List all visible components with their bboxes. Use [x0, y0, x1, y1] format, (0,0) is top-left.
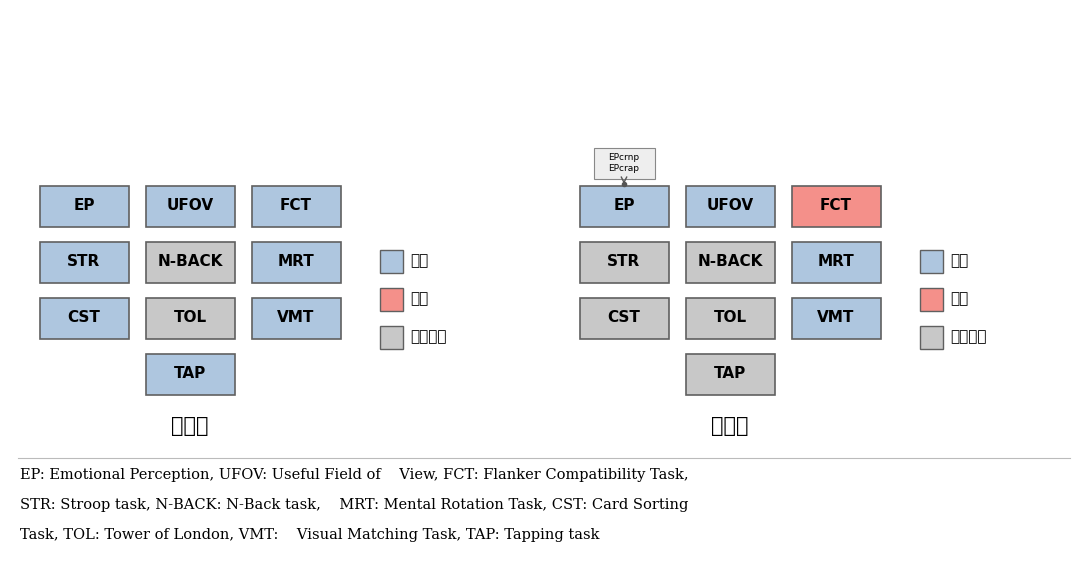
Text: EP: EP [73, 199, 95, 214]
Text: 증가: 증가 [950, 291, 968, 306]
Text: EP: Emotional Perception, UFOV: Useful Field of    View, FCT: Flanker Compatibil: EP: Emotional Perception, UFOV: Useful F… [20, 468, 689, 482]
Text: TAP: TAP [714, 366, 746, 381]
FancyBboxPatch shape [380, 249, 403, 272]
FancyBboxPatch shape [919, 287, 942, 310]
Text: UFOV: UFOV [166, 199, 213, 214]
FancyBboxPatch shape [146, 185, 235, 226]
FancyBboxPatch shape [685, 241, 775, 282]
FancyBboxPatch shape [380, 325, 403, 348]
FancyBboxPatch shape [685, 297, 775, 339]
Text: MRT: MRT [817, 255, 854, 270]
Text: STR: STR [67, 255, 100, 270]
Text: FCT: FCT [280, 199, 312, 214]
FancyBboxPatch shape [251, 241, 341, 282]
Text: N-BACK: N-BACK [158, 255, 223, 270]
Text: 차이없음: 차이없음 [410, 329, 446, 344]
FancyBboxPatch shape [593, 147, 655, 179]
FancyBboxPatch shape [685, 354, 775, 395]
Text: CST: CST [67, 310, 100, 325]
FancyBboxPatch shape [580, 297, 668, 339]
Text: 우울증: 우울증 [171, 416, 209, 436]
Text: 증가: 증가 [410, 291, 429, 306]
FancyBboxPatch shape [251, 185, 341, 226]
FancyBboxPatch shape [919, 249, 942, 272]
Text: 조울병: 조울병 [712, 416, 749, 436]
Text: MRT: MRT [277, 255, 314, 270]
Text: 감소: 감소 [950, 253, 968, 268]
FancyBboxPatch shape [791, 185, 880, 226]
FancyBboxPatch shape [791, 241, 880, 282]
Text: CST: CST [607, 310, 641, 325]
FancyBboxPatch shape [146, 241, 235, 282]
Text: Task, TOL: Tower of London, VMT:    Visual Matching Task, TAP: Tapping task: Task, TOL: Tower of London, VMT: Visual … [20, 528, 599, 542]
FancyBboxPatch shape [146, 354, 235, 395]
FancyBboxPatch shape [39, 241, 128, 282]
FancyBboxPatch shape [685, 185, 775, 226]
Text: STR: Stroop task, N-BACK: N-Back task,    MRT: Mental Rotation Task, CST: Card S: STR: Stroop task, N-BACK: N-Back task, M… [20, 498, 689, 512]
FancyBboxPatch shape [146, 297, 235, 339]
FancyBboxPatch shape [39, 185, 128, 226]
Text: VMT: VMT [817, 310, 855, 325]
FancyBboxPatch shape [39, 297, 128, 339]
FancyBboxPatch shape [580, 241, 668, 282]
Text: 차이없음: 차이없음 [950, 329, 987, 344]
Text: TOL: TOL [714, 310, 746, 325]
Text: TOL: TOL [173, 310, 207, 325]
Text: UFOV: UFOV [706, 199, 754, 214]
FancyBboxPatch shape [251, 297, 341, 339]
Text: EP: EP [614, 199, 634, 214]
FancyBboxPatch shape [791, 297, 880, 339]
FancyBboxPatch shape [919, 325, 942, 348]
Text: EPcrnp
EPcrap: EPcrnp EPcrap [608, 153, 640, 173]
Text: N-BACK: N-BACK [697, 255, 763, 270]
Text: FCT: FCT [820, 199, 852, 214]
Text: STR: STR [607, 255, 641, 270]
FancyBboxPatch shape [380, 287, 403, 310]
FancyBboxPatch shape [580, 185, 668, 226]
Text: 감소: 감소 [410, 253, 429, 268]
Text: TAP: TAP [174, 366, 206, 381]
Text: VMT: VMT [277, 310, 314, 325]
